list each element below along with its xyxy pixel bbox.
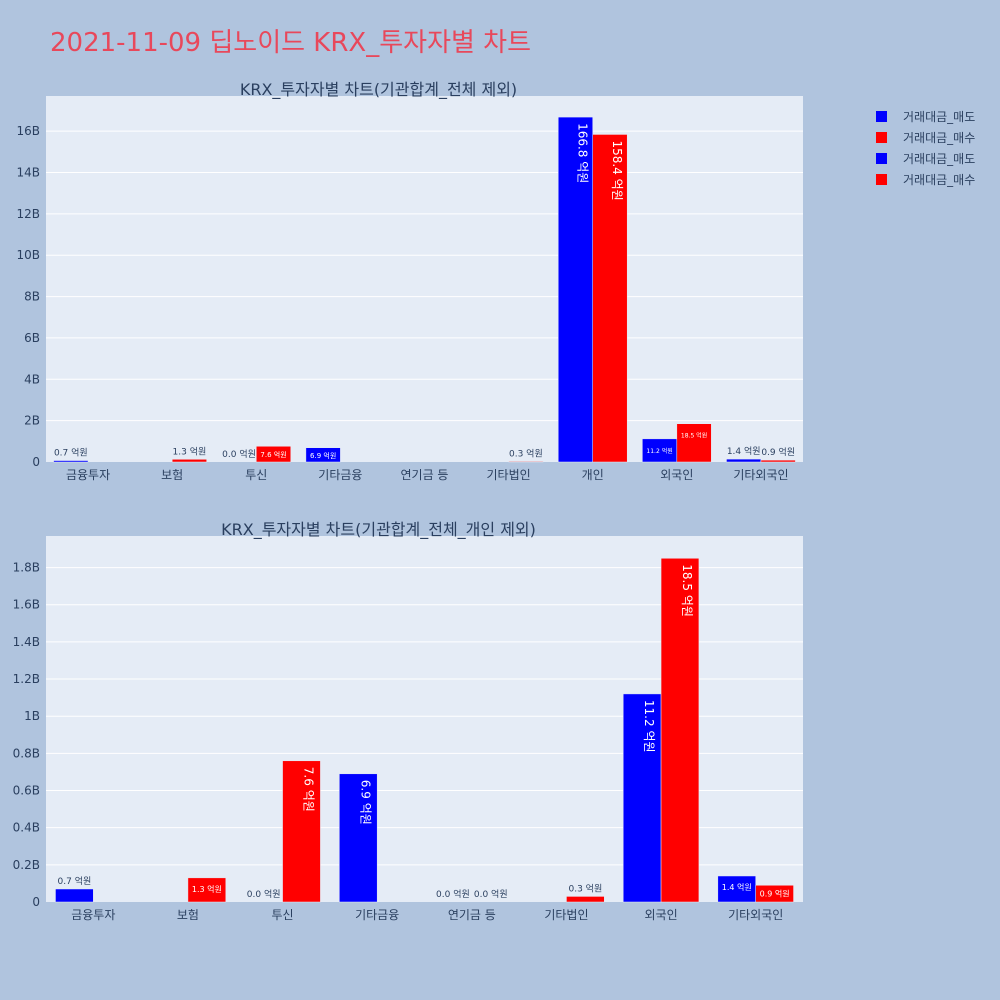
bar-value-label: 0.0 억원 [474, 888, 508, 900]
bar [171, 459, 207, 463]
x-tick-label: 연기금 등 [401, 468, 449, 482]
y-tick-label: 0 [32, 895, 40, 909]
bar [53, 460, 89, 463]
legend-item[interactable]: 거래대금_매수 [876, 169, 975, 190]
bar [622, 693, 662, 903]
bar-value-label: 1.4 억원 [727, 445, 761, 457]
bar [256, 446, 292, 463]
bar [726, 458, 762, 463]
legend-label: 거래대금_매도 [903, 110, 976, 124]
bar [760, 459, 796, 463]
chart-title: KRX_투자자별 차트(기관합계_전체 제외) [240, 80, 517, 100]
bar [660, 558, 700, 903]
bar [592, 134, 628, 463]
legend-swatch-icon [876, 174, 887, 185]
legend-swatch-icon [876, 153, 887, 164]
bar-value-label: 0.0 억원 [222, 448, 256, 460]
y-tick-label: 16B [16, 124, 40, 138]
x-tick-label: 기타금융 [318, 468, 362, 482]
bar-value-label: 158.4 억원 [610, 140, 624, 200]
bar-value-label: 7.6 억원 [301, 767, 315, 812]
x-tick-label: 기타외국인 [728, 908, 783, 922]
y-tick-label: 10B [16, 248, 40, 262]
y-tick-label: 4B [24, 372, 40, 386]
page-title: 2021-11-09 딥노이드 KRX_투자자별 차트 [50, 28, 532, 58]
legend-item[interactable]: 거래대금_매도 [876, 148, 975, 169]
bar-value-label: 0.0 억원 [436, 888, 470, 900]
y-tick-label: 1.6B [13, 598, 40, 612]
bar-value-label: 18.5 억원 [681, 432, 707, 440]
bar [566, 896, 605, 903]
bar [339, 773, 378, 903]
bar [305, 447, 341, 463]
x-tick-label: 금융투자 [66, 468, 110, 482]
bar-value-label: 1.4 억원 [722, 882, 752, 892]
legend-label: 거래대금_매도 [903, 152, 976, 166]
x-tick-label: 투신 [245, 468, 267, 482]
bar [55, 888, 94, 903]
x-tick-label: 연기금 등 [448, 908, 496, 922]
y-tick-label: 1.4B [13, 635, 40, 649]
bar [717, 875, 756, 903]
x-tick-label: 기타법인 [544, 908, 588, 922]
bar-value-label: 11.2 억원 [646, 447, 672, 455]
y-tick-label: 2B [24, 414, 40, 428]
chart-top: 0 2B 4B 6B 8B 10B 12B 14B 16B KRX_투자자별 차트(기관합계_전체… [16, 80, 803, 482]
legend-label: 거래대금_매수 [903, 131, 976, 145]
legend-item[interactable]: 거래대금_매도 [876, 106, 975, 127]
y-tick-label: 12B [16, 207, 40, 221]
bar [508, 461, 544, 463]
bar-value-label: 6.9 억원 [310, 451, 336, 460]
x-tick-label: 기타금융 [355, 908, 399, 922]
y-tick-label: 14B [16, 166, 40, 180]
bar-value-label: 0.3 억원 [509, 447, 543, 459]
legend-swatch-icon [876, 132, 887, 143]
bar-value-label: 0.3 억원 [568, 882, 602, 894]
y-tick-label: 8B [24, 290, 40, 304]
bar-value-label: 7.6 억원 [260, 450, 286, 459]
legend-swatch-icon [876, 111, 887, 122]
bar-value-label: 0.7 억원 [54, 447, 88, 459]
y-tick-label: 0.4B [13, 821, 40, 835]
x-tick-label: 기타외국인 [733, 468, 788, 482]
bar-value-label: 0.9 억원 [760, 889, 790, 899]
chart-title: KRX_투자자별 차트(기관합계_전체_개인 제외) [221, 520, 536, 540]
plot-area [46, 96, 803, 462]
bar [282, 760, 321, 903]
y-tick-label: 1.8B [13, 561, 40, 575]
bar-value-label: 18.5 억원 [680, 564, 694, 617]
y-tick-label: 1.2B [13, 672, 40, 686]
bar-value-label: 1.3 억원 [173, 445, 207, 457]
bar-value-label: 0.7 억원 [58, 875, 92, 887]
x-tick-label: 투신 [272, 908, 294, 922]
bar-value-label: 0.9 억원 [761, 446, 795, 458]
y-tick-label: 1B [24, 709, 40, 723]
legend-item[interactable]: 거래대금_매수 [876, 127, 975, 148]
legend[interactable]: 거래대금_매도 거래대금_매수 거래대금_매도 거래대금_매수 [876, 106, 975, 190]
bar [755, 885, 794, 903]
bar [187, 877, 227, 903]
bar-value-label: 166.8 억원 [575, 123, 589, 183]
y-tick-label: 0.8B [13, 746, 40, 760]
chart-bottom: 0 0.2B 0.4B 0.6B 0.8B 1B 1.2B 1.4B 1.6B 1.8B KRX_투… [13, 520, 803, 922]
y-tick-label: 0 [32, 455, 40, 469]
y-tick-label: 0.2B [13, 858, 40, 872]
bar-value-label: 6.9 억원 [358, 780, 372, 825]
bar-value-label: 1.3 억원 [192, 884, 222, 894]
legend-label: 거래대금_매수 [903, 173, 976, 187]
x-tick-label: 보험 [161, 468, 183, 482]
x-tick-label: 개인 [582, 468, 604, 482]
bar [676, 423, 712, 463]
x-tick-label: 기타법인 [487, 468, 531, 482]
x-tick-label: 외국인 [645, 908, 678, 922]
y-tick-label: 0.6B [13, 784, 40, 798]
bar-value-label: 0.0 억원 [247, 888, 281, 900]
x-tick-label: 금융투자 [71, 908, 115, 922]
x-tick-label: 외국인 [660, 468, 693, 482]
bar-value-label: 11.2 억원 [642, 700, 656, 753]
y-tick-label: 6B [24, 331, 40, 345]
x-tick-label: 보험 [177, 908, 199, 922]
